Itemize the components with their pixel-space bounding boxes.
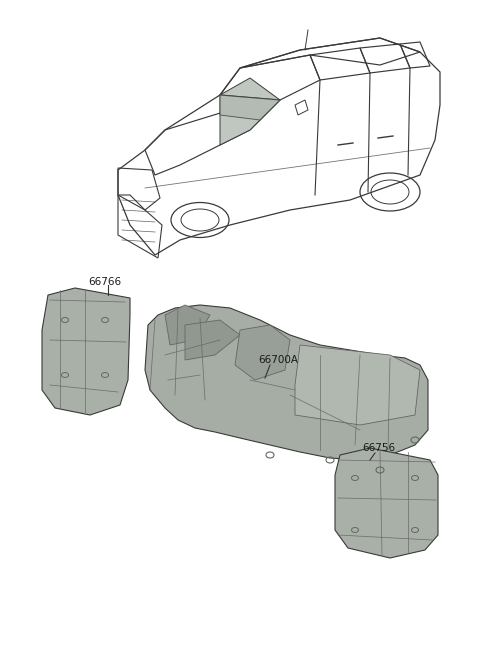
Text: 66766: 66766 <box>88 277 121 287</box>
Polygon shape <box>145 305 428 460</box>
Polygon shape <box>235 325 290 380</box>
Polygon shape <box>295 345 420 425</box>
Text: 66700A: 66700A <box>258 355 298 365</box>
Polygon shape <box>185 320 240 360</box>
Polygon shape <box>220 95 280 120</box>
Polygon shape <box>220 78 280 145</box>
Polygon shape <box>42 288 130 415</box>
Polygon shape <box>335 448 438 558</box>
Text: 66756: 66756 <box>362 443 395 453</box>
Polygon shape <box>165 305 210 345</box>
